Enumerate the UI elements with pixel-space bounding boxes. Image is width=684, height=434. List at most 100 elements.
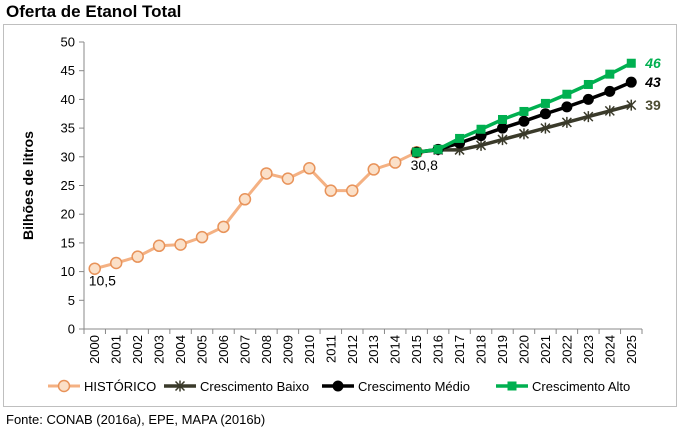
legend-item: Crescimento Baixo [164, 379, 309, 394]
data-point [540, 122, 551, 134]
data-point [604, 105, 615, 117]
data-point [260, 167, 273, 180]
data-point [433, 144, 443, 154]
data-point [412, 147, 422, 157]
data-point [455, 133, 465, 143]
legend-item: Crescimento Médio [322, 379, 470, 394]
legend-label: Crescimento Baixo [200, 379, 309, 394]
data-label: 46 [644, 55, 661, 71]
x-tick-label: 2013 [366, 335, 381, 364]
y-tick-label: 25 [61, 178, 75, 193]
x-tick-label: 2002 [130, 335, 145, 364]
x-tick-label: 2012 [345, 335, 360, 364]
data-point [131, 250, 144, 263]
x-tick-label: 2021 [538, 335, 553, 364]
x-tick-label: 2003 [152, 335, 167, 364]
x-tick-label: 2006 [216, 335, 231, 364]
legend: HISTÓRICO Crescimento Baixo Crescimento Mé… [48, 379, 630, 394]
data-label: 39 [645, 97, 661, 113]
data-point [367, 163, 380, 176]
data-point [518, 115, 530, 127]
data-point [605, 69, 615, 79]
legend-item: HISTÓRICO [48, 379, 156, 394]
chart-frame [3, 24, 677, 407]
series-line [94, 150, 418, 271]
data-point [583, 79, 593, 89]
data-point [519, 106, 529, 116]
x-tick-label: 2009 [280, 335, 295, 364]
data-point [497, 134, 508, 146]
y-tick-label: 0 [68, 322, 75, 337]
y-tick-label: 30 [61, 149, 75, 164]
data-point [281, 172, 295, 185]
x-tick-label: 2005 [195, 335, 210, 364]
y-tick-label: 10 [61, 264, 75, 279]
data-point [195, 230, 209, 244]
y-tick-label: 45 [61, 63, 75, 78]
data-point [88, 262, 101, 275]
x-tick-label: 2016 [431, 335, 446, 364]
data-point [324, 184, 338, 197]
annotations: 10,5 30,8 46 43 39 [89, 55, 661, 288]
x-tick-label: 2024 [602, 335, 617, 364]
x-tick-label: 2008 [259, 335, 274, 364]
x-tick-label: 2001 [109, 335, 124, 364]
x-tick-label: 2010 [302, 335, 317, 364]
data-point [476, 139, 487, 151]
chart-title: Oferta de Etanol Total [6, 2, 182, 21]
y-tick-label: 40 [61, 92, 75, 107]
legend-label: Crescimento Alto [532, 379, 630, 394]
data-point [498, 114, 507, 124]
x-tick-label: 2025 [624, 335, 639, 364]
data-point [518, 128, 529, 140]
legend-swatch-marker [507, 381, 517, 391]
y-tick-label: 5 [68, 293, 75, 308]
data-point [562, 89, 572, 99]
x-tick-label: 2004 [173, 335, 188, 364]
x-tick-label: 2023 [581, 335, 596, 364]
series-lines [88, 58, 637, 275]
series-hist-rico [88, 145, 423, 275]
data-point [346, 184, 359, 197]
legend-swatch-marker [174, 380, 186, 392]
data-label: 30,8 [411, 157, 438, 173]
x-tick-label: 2015 [409, 335, 424, 364]
data-point [561, 116, 572, 128]
data-point [497, 122, 508, 134]
data-point [109, 256, 123, 270]
data-point [217, 220, 230, 234]
data-label: 10,5 [89, 273, 116, 289]
data-point [476, 124, 486, 134]
x-tick-label: 2018 [474, 335, 489, 364]
legend-item: Crescimento Alto [496, 379, 630, 394]
y-tick-label: 50 [61, 35, 75, 50]
legend-label: Crescimento Médio [358, 379, 470, 394]
data-point [152, 239, 166, 253]
x-tick-label: 2007 [237, 335, 252, 364]
y-tick-label: 20 [61, 207, 75, 222]
data-point [604, 85, 616, 97]
data-point [582, 93, 594, 105]
data-point [540, 98, 550, 108]
source-note: Fonte: CONAB (2016a), EPE, MAPA (2016b) [6, 412, 266, 427]
y-axis-label: Bilhões de litros [20, 131, 36, 240]
data-point [388, 156, 402, 169]
x-tick-label: 2019 [495, 335, 510, 364]
data-point [238, 193, 252, 206]
data-point [561, 101, 573, 113]
y-tick-label: 15 [61, 235, 75, 250]
data-point [174, 238, 187, 251]
x-tick-label: 2020 [516, 335, 531, 364]
x-tick-label: 2011 [323, 335, 338, 363]
data-point [303, 162, 316, 175]
x-tick-label: 2017 [452, 335, 467, 364]
data-point [583, 111, 594, 123]
legend-swatch-marker [57, 379, 71, 393]
series-crescimento-baixo [411, 99, 637, 158]
data-point [626, 99, 637, 111]
x-tick-label: 2022 [559, 335, 574, 364]
x-tick-label: 2000 [87, 335, 102, 364]
series-crescimento-alto [412, 58, 636, 157]
